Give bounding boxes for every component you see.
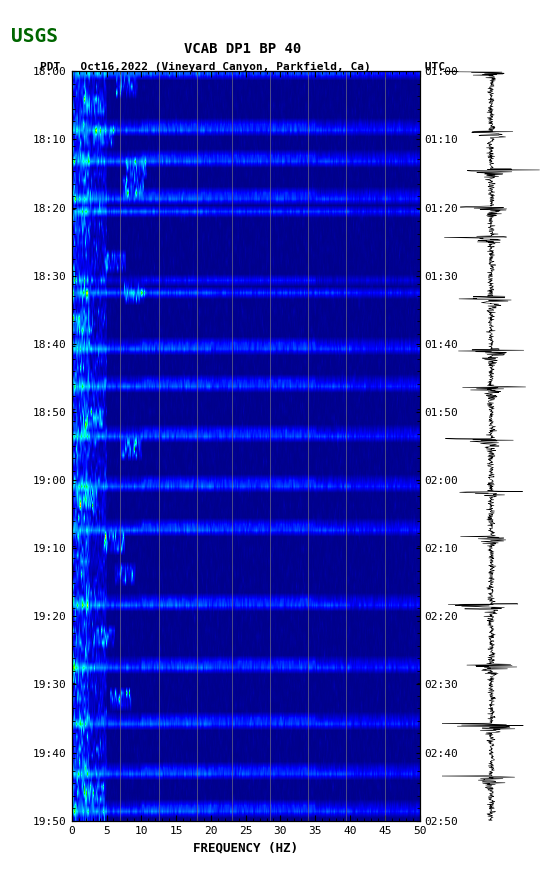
Text: PDT   Oct16,2022 (Vineyard Canyon, Parkfield, Ca)        UTC: PDT Oct16,2022 (Vineyard Canyon, Parkfie… xyxy=(40,62,445,72)
Text: USGS: USGS xyxy=(11,27,58,45)
X-axis label: FREQUENCY (HZ): FREQUENCY (HZ) xyxy=(193,841,298,854)
Text: VCAB DP1 BP 40: VCAB DP1 BP 40 xyxy=(184,42,301,56)
